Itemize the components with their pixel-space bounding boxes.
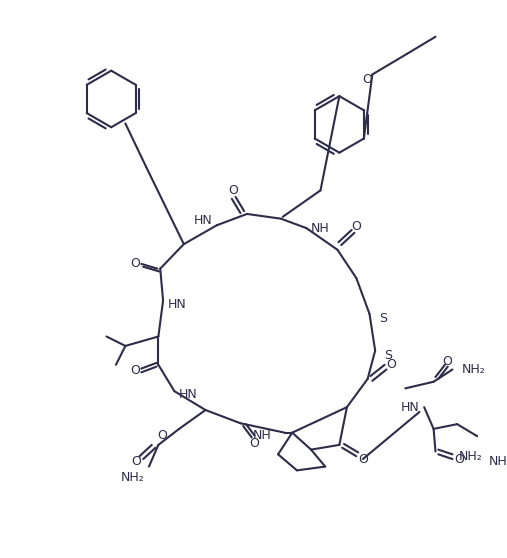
Text: O: O — [228, 184, 238, 197]
Text: NH: NH — [252, 429, 271, 442]
Text: O: O — [130, 257, 140, 271]
Text: NH₂: NH₂ — [121, 472, 144, 484]
Text: NH₂: NH₂ — [489, 455, 507, 468]
Text: O: O — [351, 220, 361, 233]
Text: S: S — [385, 349, 392, 362]
Text: O: O — [249, 437, 260, 450]
Text: O: O — [363, 73, 373, 86]
Text: O: O — [386, 358, 396, 371]
Text: O: O — [454, 453, 464, 465]
Text: O: O — [442, 354, 452, 368]
Text: O: O — [130, 364, 140, 377]
Text: O: O — [358, 453, 368, 465]
Text: HN: HN — [401, 401, 419, 413]
Text: HN: HN — [168, 298, 187, 311]
Text: NH₂: NH₂ — [459, 450, 483, 463]
Text: NH₂: NH₂ — [462, 363, 486, 376]
Text: S: S — [379, 312, 387, 325]
Text: HN: HN — [179, 388, 198, 401]
Text: HN: HN — [193, 214, 212, 227]
Text: O: O — [132, 455, 141, 468]
Text: NH: NH — [311, 222, 330, 234]
Text: O: O — [157, 429, 167, 442]
